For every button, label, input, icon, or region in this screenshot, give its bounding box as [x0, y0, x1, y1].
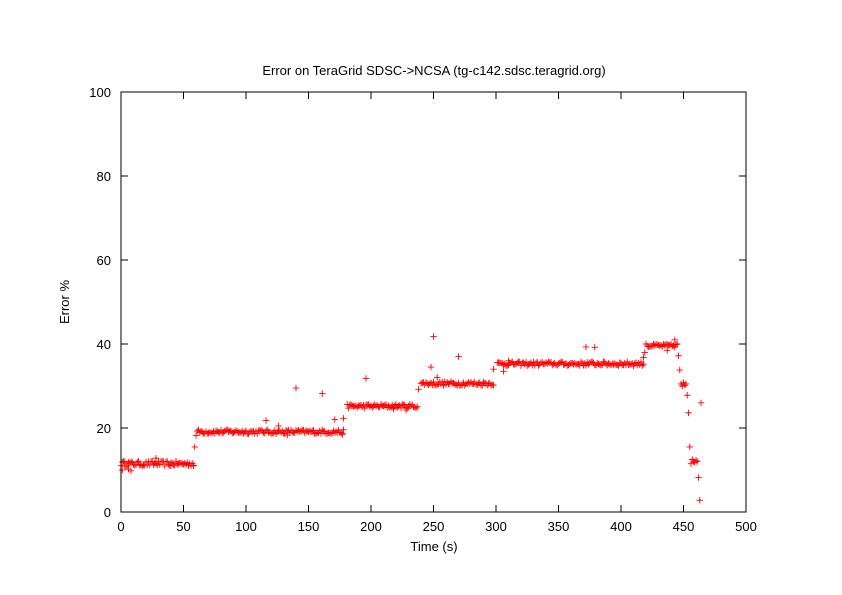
- x-tick-label: 250: [423, 519, 445, 534]
- data-point: [640, 354, 647, 361]
- data-point: [134, 459, 141, 466]
- data-point: [119, 466, 126, 474]
- data-point: [686, 443, 693, 451]
- data-point: [695, 474, 702, 481]
- data-point: [135, 458, 142, 465]
- y-tick-label: 20: [97, 421, 111, 436]
- x-tick-label: 500: [735, 519, 757, 534]
- x-axis-title: Time (s): [410, 539, 457, 554]
- chart-title: Error on TeraGrid SDSC->NCSA (tg-c142.sd…: [262, 63, 605, 78]
- data-point: [681, 381, 688, 389]
- data-point: [345, 404, 352, 412]
- data-point: [490, 366, 497, 373]
- data-point: [676, 366, 683, 374]
- data-point: [152, 455, 160, 462]
- data-points: [117, 333, 705, 504]
- data-point: [121, 458, 128, 465]
- data-point: [190, 462, 197, 469]
- data-point: [500, 368, 507, 375]
- data-point: [640, 360, 647, 368]
- x-tick-label: 50: [176, 519, 190, 534]
- data-point: [597, 362, 605, 369]
- data-point: [412, 404, 420, 412]
- y-tick-label: 40: [97, 337, 111, 352]
- data-point: [331, 416, 338, 423]
- x-tick-label: 350: [548, 519, 570, 534]
- data-point: [582, 343, 590, 351]
- y-tick-label: 100: [89, 85, 111, 100]
- data-point: [642, 340, 650, 348]
- data-point: [694, 458, 701, 465]
- data-point: [489, 381, 496, 388]
- data-point: [505, 357, 512, 364]
- x-tick-label: 100: [235, 519, 257, 534]
- data-point: [577, 358, 585, 366]
- data-point: [664, 347, 671, 354]
- data-point: [340, 426, 347, 433]
- data-point: [402, 406, 410, 414]
- data-point: [697, 399, 705, 406]
- data-point: [414, 403, 421, 410]
- data-point: [339, 431, 346, 438]
- y-axis: 0 20 40 60 80 100: [89, 85, 746, 520]
- data-point: [455, 353, 462, 360]
- data-point: [262, 417, 270, 424]
- x-tick-label: 0: [117, 519, 124, 534]
- data-point: [692, 457, 700, 464]
- y-axis-title: Error %: [57, 280, 72, 325]
- data-point: [427, 363, 435, 371]
- data-point: [390, 405, 397, 413]
- y-tick-label: 0: [104, 505, 111, 520]
- x-tick-label: 200: [360, 519, 382, 534]
- data-point: [284, 431, 291, 439]
- data-point: [430, 333, 437, 340]
- data-point: [684, 392, 691, 399]
- y-tick-label: 80: [97, 169, 111, 184]
- x-tick-label: 150: [298, 519, 320, 534]
- data-point: [696, 497, 703, 504]
- data-point: [192, 432, 200, 439]
- x-tick-label: 450: [673, 519, 695, 534]
- data-point: [671, 336, 678, 343]
- data-point: [674, 340, 681, 348]
- data-point: [362, 375, 370, 382]
- data-point: [319, 390, 326, 397]
- data-point: [675, 352, 682, 359]
- x-tick-label: 300: [485, 519, 507, 534]
- data-point: [430, 378, 437, 386]
- data-point: [639, 362, 646, 369]
- data-point: [191, 443, 198, 451]
- data-point: [340, 415, 347, 422]
- data-point: [490, 382, 497, 389]
- data-point: [164, 458, 171, 465]
- data-point: [591, 344, 598, 351]
- x-axis: 0 50 100 150 200 250 300 350 400 450 500: [117, 92, 757, 534]
- data-point: [672, 341, 680, 348]
- data-point: [415, 386, 422, 393]
- data-point: [685, 409, 692, 417]
- data-point: [167, 462, 175, 469]
- data-point: [682, 380, 690, 388]
- data-point: [292, 384, 300, 392]
- x-tick-label: 400: [610, 519, 632, 534]
- data-point: [361, 404, 368, 412]
- data-point: [434, 374, 441, 381]
- y-tick-label: 60: [97, 253, 111, 268]
- data-point: [127, 467, 135, 475]
- data-point: [275, 422, 282, 430]
- data-point: [641, 349, 648, 356]
